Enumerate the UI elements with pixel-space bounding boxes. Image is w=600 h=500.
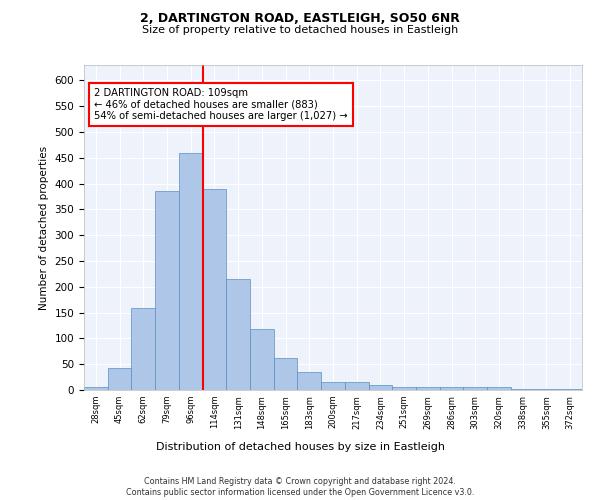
Bar [274,358,298,390]
Bar [84,388,108,390]
Bar [155,192,179,390]
Bar [368,385,392,390]
Text: 2 DARTINGTON ROAD: 109sqm
← 46% of detached houses are smaller (883)
54% of semi: 2 DARTINGTON ROAD: 109sqm ← 46% of detac… [94,88,347,121]
Text: Distribution of detached houses by size in Eastleigh: Distribution of detached houses by size … [155,442,445,452]
Bar [463,388,487,390]
Bar [298,372,321,390]
Bar [108,368,131,390]
Bar [511,389,535,390]
Bar [203,189,226,390]
Bar [131,308,155,390]
Bar [487,388,511,390]
Text: Size of property relative to detached houses in Eastleigh: Size of property relative to detached ho… [142,25,458,35]
Text: 2, DARTINGTON ROAD, EASTLEIGH, SO50 6NR: 2, DARTINGTON ROAD, EASTLEIGH, SO50 6NR [140,12,460,26]
Bar [535,389,558,390]
Bar [558,389,582,390]
Bar [416,388,440,390]
Text: Contains HM Land Registry data © Crown copyright and database right 2024.
Contai: Contains HM Land Registry data © Crown c… [126,478,474,497]
Bar [321,382,345,390]
Bar [250,329,274,390]
Bar [179,152,203,390]
Y-axis label: Number of detached properties: Number of detached properties [39,146,49,310]
Bar [440,388,463,390]
Bar [392,388,416,390]
Bar [226,279,250,390]
Bar [345,382,368,390]
